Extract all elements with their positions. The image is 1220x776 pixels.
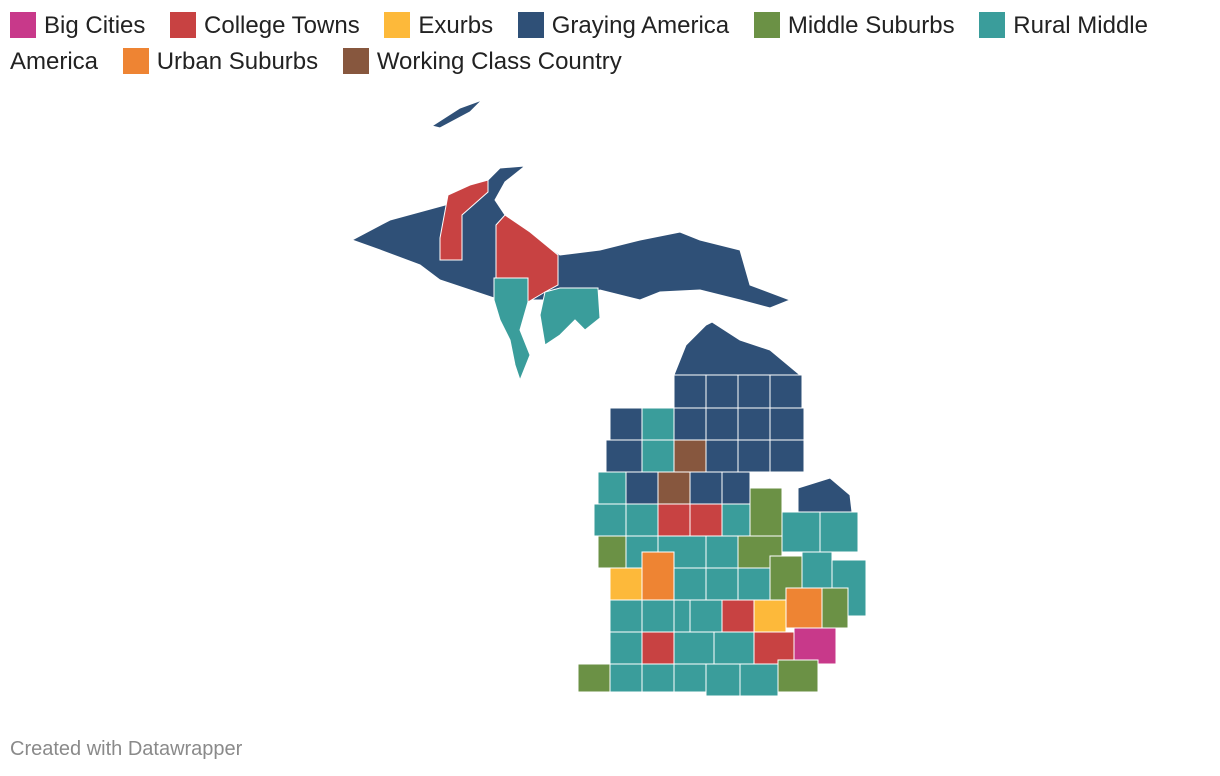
county bbox=[753, 631, 795, 665]
county bbox=[641, 631, 675, 665]
legend-swatch bbox=[342, 48, 369, 74]
county bbox=[641, 599, 675, 633]
county bbox=[350, 165, 792, 309]
legend-item: Urban Suburbs bbox=[122, 48, 319, 75]
county bbox=[737, 407, 771, 441]
legend-label: Big Cities bbox=[44, 12, 146, 39]
county bbox=[597, 471, 627, 505]
county bbox=[577, 663, 611, 693]
county bbox=[705, 567, 739, 601]
county bbox=[737, 567, 771, 601]
legend-item: Working Class Country bbox=[342, 48, 622, 75]
legend-item: Big Cities bbox=[10, 12, 145, 39]
county bbox=[609, 599, 643, 633]
county bbox=[641, 551, 675, 601]
county bbox=[721, 599, 755, 633]
county bbox=[705, 374, 739, 409]
legend-swatch bbox=[122, 48, 149, 74]
legend-item: Exurbs bbox=[384, 12, 493, 39]
county bbox=[597, 535, 627, 569]
legend-label: Urban Suburbs bbox=[156, 48, 319, 75]
county bbox=[539, 287, 601, 346]
county bbox=[737, 439, 771, 473]
county bbox=[801, 551, 833, 589]
legend-swatch bbox=[384, 12, 411, 38]
county bbox=[609, 631, 643, 665]
county bbox=[689, 503, 723, 537]
legend-label: Working Class Country bbox=[376, 48, 622, 75]
county bbox=[737, 374, 771, 409]
county bbox=[609, 407, 643, 441]
county bbox=[641, 439, 675, 473]
county bbox=[769, 407, 805, 441]
county bbox=[673, 599, 691, 633]
county bbox=[713, 631, 755, 665]
county bbox=[673, 374, 707, 409]
county bbox=[673, 631, 715, 665]
county bbox=[705, 663, 741, 697]
legend-item: Rural Middle America bbox=[10, 12, 1148, 75]
county bbox=[657, 503, 691, 537]
footer: Created with Datawrapper bbox=[10, 738, 243, 760]
county bbox=[625, 471, 659, 505]
county bbox=[689, 471, 723, 505]
county bbox=[493, 277, 531, 382]
county bbox=[439, 179, 489, 261]
legend-label: Rural Middle America bbox=[10, 12, 1148, 75]
legend-swatch bbox=[753, 12, 780, 38]
county bbox=[673, 663, 707, 693]
county bbox=[769, 439, 805, 473]
county bbox=[625, 503, 659, 537]
legend-swatch bbox=[10, 12, 36, 38]
county bbox=[609, 567, 643, 601]
county bbox=[777, 659, 819, 693]
legend-item: Graying America bbox=[517, 12, 730, 39]
legend-swatch bbox=[517, 12, 544, 38]
county bbox=[721, 471, 751, 505]
county bbox=[609, 663, 643, 693]
county bbox=[705, 535, 739, 569]
county bbox=[641, 407, 675, 441]
county bbox=[721, 503, 751, 537]
map bbox=[350, 99, 867, 697]
county bbox=[689, 599, 723, 633]
county bbox=[739, 663, 779, 697]
county bbox=[657, 471, 691, 505]
county bbox=[673, 567, 707, 601]
county bbox=[785, 587, 823, 629]
legend-label: Middle Suburbs bbox=[787, 12, 955, 39]
county bbox=[819, 511, 859, 553]
county bbox=[749, 487, 783, 537]
county bbox=[673, 321, 802, 376]
county bbox=[705, 439, 739, 473]
legend-label: College Towns bbox=[204, 12, 360, 39]
counties bbox=[350, 99, 867, 697]
legend-label: Graying America bbox=[551, 12, 730, 39]
county bbox=[821, 587, 849, 629]
county bbox=[753, 599, 787, 633]
legend-item: College Towns bbox=[170, 12, 360, 39]
county bbox=[673, 407, 707, 441]
county bbox=[593, 503, 627, 537]
legend-label: Exurbs bbox=[418, 12, 494, 39]
county bbox=[673, 439, 707, 473]
legend-swatch bbox=[170, 12, 197, 38]
county bbox=[641, 663, 675, 693]
county bbox=[797, 477, 853, 513]
county bbox=[705, 407, 739, 441]
legend-swatch bbox=[979, 12, 1006, 38]
county bbox=[605, 439, 643, 473]
county bbox=[769, 374, 803, 409]
county bbox=[781, 511, 821, 553]
county bbox=[793, 627, 837, 665]
legend: Big Cities College Towns Exurbs Graying … bbox=[10, 8, 1150, 80]
county bbox=[430, 99, 483, 129]
legend-item: Middle Suburbs bbox=[753, 12, 955, 39]
